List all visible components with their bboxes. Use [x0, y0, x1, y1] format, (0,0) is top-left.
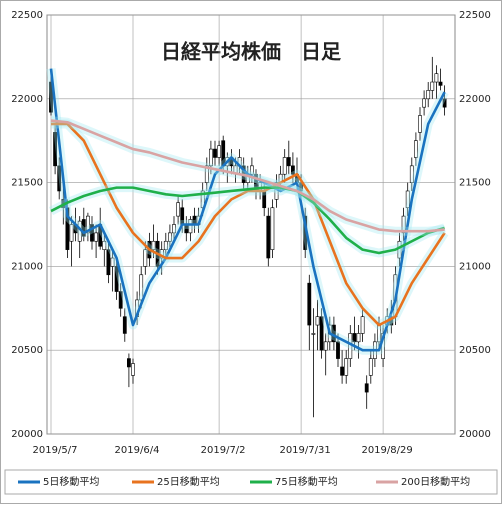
candle-body [143, 249, 148, 267]
candle-body [53, 132, 58, 167]
candle-body [307, 282, 312, 326]
candle-body [81, 219, 86, 237]
y-tick-label: 21000 [11, 261, 43, 272]
candle-body [250, 165, 254, 175]
candle-body [336, 341, 340, 359]
candle-body [356, 333, 361, 343]
x-tick-label: 2019/7/2 [201, 445, 246, 456]
candle-body [434, 73, 439, 83]
candle-body [344, 358, 349, 376]
ma-line [50, 119, 445, 233]
y-tick-label: 22000 [11, 94, 43, 105]
x-tick-label: 2019/6/4 [115, 445, 160, 456]
candle-body [139, 274, 144, 301]
candle-body [315, 316, 320, 326]
candle-body [340, 366, 345, 376]
x-tick-label: 2019/8/29 [361, 445, 412, 456]
candle-body [319, 316, 324, 351]
legend-label: 75日移動平均 [275, 475, 338, 488]
candle-body [422, 98, 427, 108]
y-tick-label: 22500 [11, 10, 43, 21]
legend-label: 200日移動平均 [401, 475, 470, 488]
y2-tick-label: 22500 [459, 10, 491, 21]
candle-body [286, 157, 291, 167]
candle-body [360, 316, 365, 334]
candle-body [106, 249, 111, 276]
candle-body [172, 224, 176, 234]
candle-body [368, 358, 373, 376]
y2-tick-label: 21500 [459, 178, 491, 189]
candle-body [323, 341, 328, 351]
candle-body [401, 215, 406, 234]
chart-title: 日経平均株価 日足 [161, 40, 342, 64]
candle-body [110, 257, 115, 267]
candle-body [176, 202, 181, 217]
candle-body [413, 140, 418, 158]
candle-body [69, 224, 74, 242]
candle-body [364, 383, 369, 393]
candle-body [209, 148, 213, 167]
candle-body [94, 232, 99, 242]
candle-body [49, 81, 53, 113]
candle-body [352, 333, 357, 343]
candle-body [204, 165, 209, 183]
candle-body [270, 207, 275, 250]
candle-body [118, 291, 123, 309]
candle-body [188, 219, 193, 234]
candle-body [266, 215, 271, 259]
x-tick-label: 2019/7/31 [279, 445, 330, 456]
candle-body [114, 266, 119, 292]
candle-body [217, 145, 222, 158]
candle-body [90, 224, 94, 242]
candle-body [122, 316, 127, 334]
y2-tick-label: 20500 [459, 345, 491, 356]
candle-body [405, 190, 410, 209]
candle-body [57, 165, 62, 192]
candle-body [290, 165, 295, 175]
candle-body [213, 148, 217, 158]
candle-body [127, 358, 131, 368]
x-tick-label: 2019/5/7 [33, 445, 78, 456]
legend-label: 5日移動平均 [43, 475, 99, 488]
ma-line [50, 186, 445, 255]
candle-body [418, 115, 422, 133]
candle-body [438, 81, 443, 86]
y2-tick-label: 22000 [459, 94, 491, 105]
ma-line [51, 122, 446, 327]
y2-tick-label: 21000 [459, 261, 491, 272]
y2-tick-label: 20000 [459, 429, 491, 440]
y-tick-label: 20500 [11, 345, 43, 356]
candle-body [430, 81, 435, 91]
candle-body [409, 165, 414, 183]
candle-body [151, 240, 156, 250]
legend-label: 25日移動平均 [157, 475, 220, 488]
candle-body [442, 98, 447, 108]
candle-body [311, 333, 316, 335]
legend [4, 469, 498, 495]
candle-body [102, 240, 107, 250]
candle-body [131, 363, 135, 376]
ma-line [49, 68, 446, 352]
candle-body [163, 240, 168, 250]
y-tick-label: 21500 [11, 178, 43, 189]
candle-body [86, 215, 90, 234]
candle-body [282, 157, 287, 175]
candle-body [168, 232, 172, 242]
candle-body [426, 90, 431, 100]
y-tick-label: 20000 [11, 429, 43, 440]
